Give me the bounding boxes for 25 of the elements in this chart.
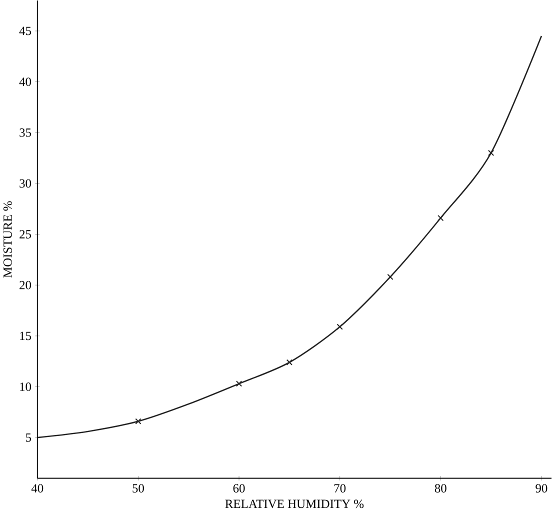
y-axis-title: MOISTURE % bbox=[3, 201, 12, 278]
x-tick-label: 50 bbox=[132, 484, 144, 493]
y-tick-label: 10 bbox=[20, 382, 32, 392]
x-tick-label: 70 bbox=[334, 484, 346, 493]
x-tick-label: 80 bbox=[434, 484, 446, 493]
line-series bbox=[37, 36, 542, 438]
point bbox=[387, 274, 394, 280]
x-tick-label: 90 bbox=[536, 484, 548, 493]
y-tick-label: 45 bbox=[19, 26, 32, 36]
point bbox=[488, 150, 494, 156]
point bbox=[236, 380, 242, 387]
point bbox=[135, 418, 142, 425]
y-tick-label: 40 bbox=[19, 78, 32, 86]
point bbox=[336, 324, 343, 330]
x-axis-title: RELATIVE HUMIDITY % bbox=[225, 500, 364, 508]
y-tick-label: 25 bbox=[20, 230, 32, 239]
x-tick-label: 40 bbox=[31, 484, 44, 493]
point bbox=[438, 215, 444, 222]
y-tick-label: 20 bbox=[20, 281, 32, 290]
y-tick-label: 30 bbox=[20, 179, 32, 188]
y-tick-label: 5 bbox=[26, 434, 32, 442]
point bbox=[286, 359, 293, 366]
y-tick-label: 15 bbox=[20, 332, 32, 340]
x-tick-label: 60 bbox=[233, 484, 245, 493]
y-tick-label: 35 bbox=[20, 128, 32, 137]
